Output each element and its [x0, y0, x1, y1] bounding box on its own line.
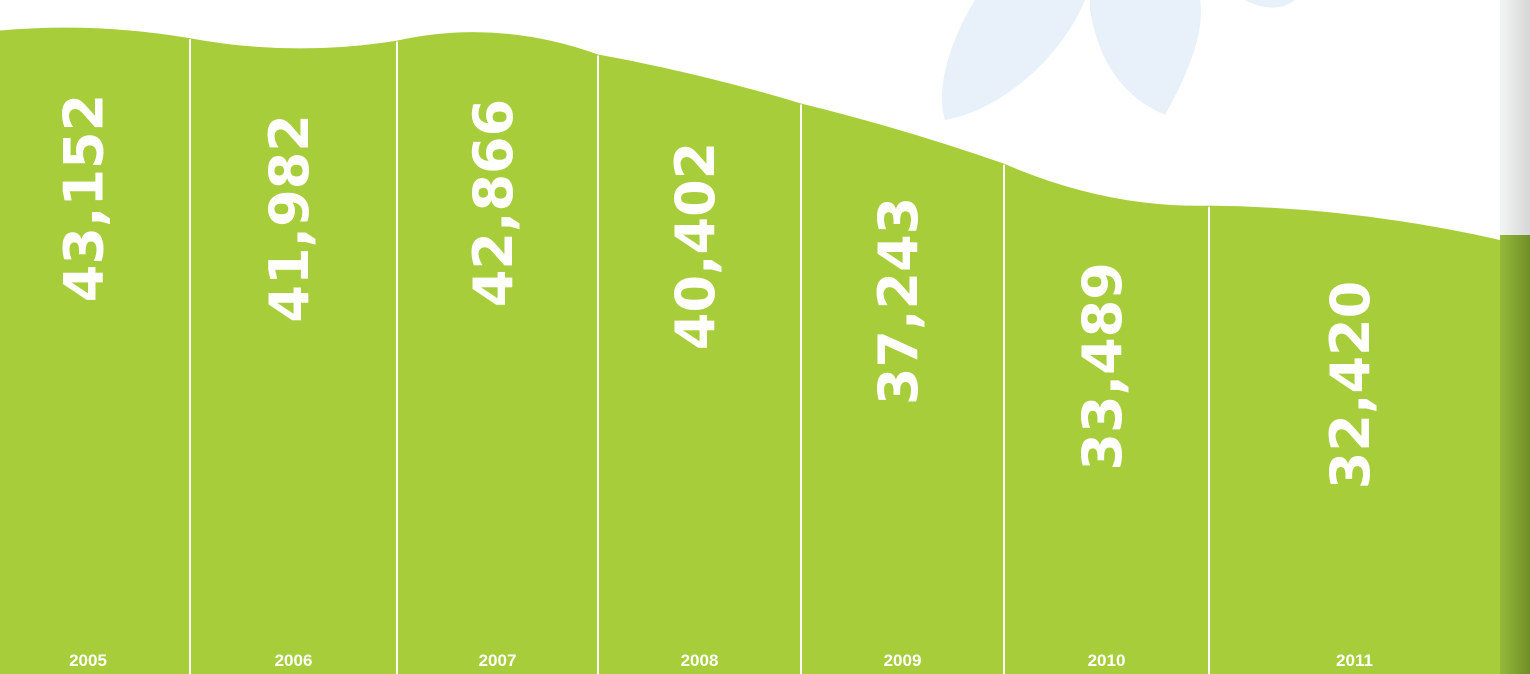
value-label: 40,402	[664, 142, 727, 350]
columns	[0, 28, 1500, 674]
category-label: 2009	[884, 651, 922, 670]
page-edge-green	[1500, 235, 1530, 674]
flower-decoration	[942, 0, 1295, 120]
value-label: 41,982	[258, 114, 321, 322]
chart: 43,152 2005 41,982 2006 42,866 2007 40,402 2008…	[0, 0, 1530, 674]
category-label: 2008	[681, 651, 719, 670]
category-label: 2007	[479, 651, 517, 670]
category-label: 2006	[275, 651, 313, 670]
category-label: 2005	[69, 651, 107, 670]
category-label: 2011	[1336, 651, 1373, 670]
value-label: 42,866	[462, 99, 525, 307]
value-label: 32,420	[1319, 281, 1382, 489]
category-label: 2010	[1088, 651, 1126, 670]
value-label: 37,243	[867, 197, 930, 405]
value-label: 33,489	[1071, 262, 1134, 470]
value-label: 43,152	[53, 94, 116, 302]
